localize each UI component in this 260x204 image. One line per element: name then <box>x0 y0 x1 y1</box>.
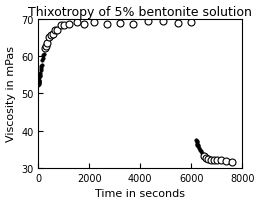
X-axis label: Time in seconds: Time in seconds <box>95 188 185 198</box>
Title: Thixotropy of 5% bentonite solution: Thixotropy of 5% bentonite solution <box>28 6 252 19</box>
Y-axis label: Viscosity in mPas: Viscosity in mPas <box>5 46 16 142</box>
